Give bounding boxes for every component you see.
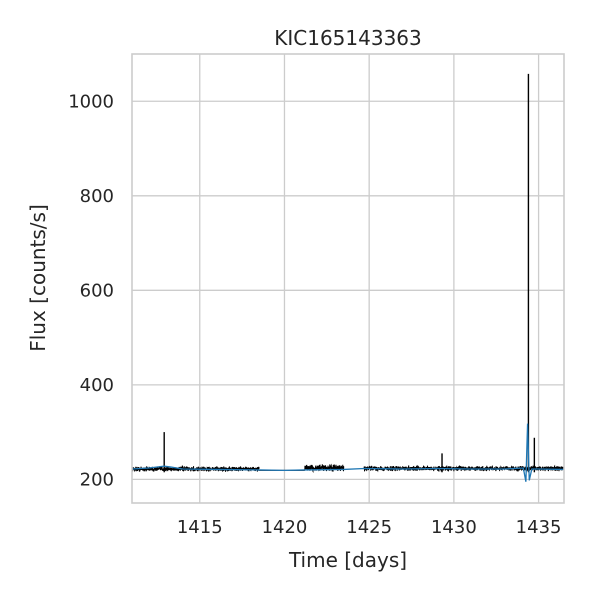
x-tick-label: 1435 (516, 517, 562, 538)
y-tick-label: 800 (80, 186, 114, 207)
x-tick-label: 1420 (262, 517, 308, 538)
plot-frame (132, 54, 564, 503)
x-tick-label: 1425 (346, 517, 392, 538)
y-tick-label: 600 (80, 280, 114, 301)
y-axis-label: Flux [counts/s] (26, 204, 50, 352)
flux-spikes (164, 74, 534, 472)
y-tick-label: 400 (80, 375, 114, 396)
x-axis-label: Time [days] (288, 548, 407, 572)
plot-area (132, 74, 564, 482)
x-tick-label: 1430 (431, 517, 477, 538)
trend-series (132, 424, 564, 482)
x-tick-label: 1415 (177, 517, 223, 538)
y-tick-label: 200 (80, 469, 114, 490)
grid (132, 54, 564, 503)
y-tick-label: 1000 (68, 91, 114, 112)
chart-title: KIC165143363 (274, 26, 422, 50)
raw-flux-series (132, 464, 564, 472)
